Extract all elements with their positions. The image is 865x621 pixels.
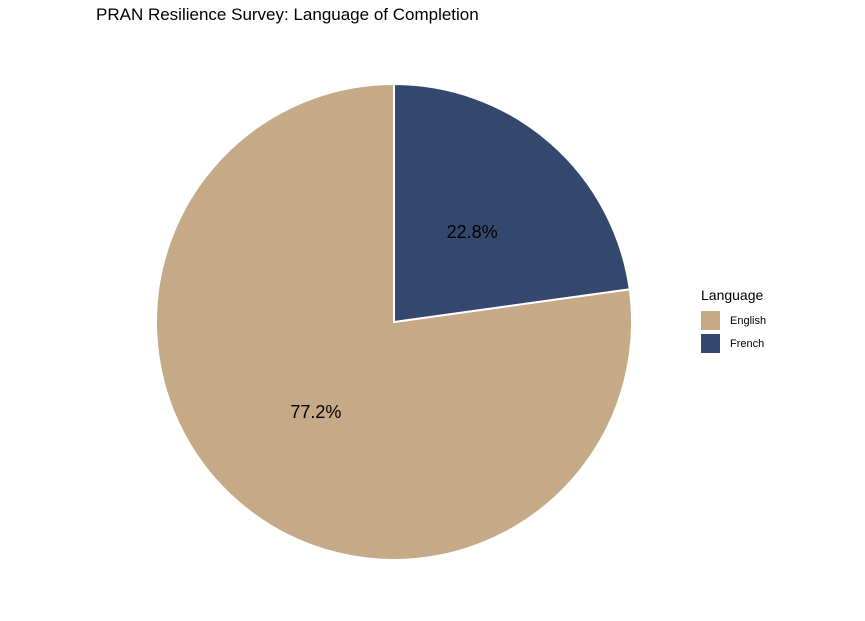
legend-swatch-english: [701, 311, 720, 330]
legend-item-english: English: [701, 309, 766, 332]
legend-label-english: English: [730, 314, 767, 327]
pie-slice-french: [393, 82, 631, 324]
legend: Language English French: [701, 287, 766, 355]
legend-swatch-french: [701, 334, 720, 353]
legend-label-french: French: [730, 337, 765, 350]
chart-title: PRAN Resilience Survey: Language of Comp…: [96, 5, 479, 24]
legend-item-french: French: [701, 332, 766, 355]
legend-title: Language: [701, 287, 764, 303]
slice-label-french: 22.8%: [447, 222, 498, 242]
slice-label-english: 77.2%: [290, 402, 341, 422]
